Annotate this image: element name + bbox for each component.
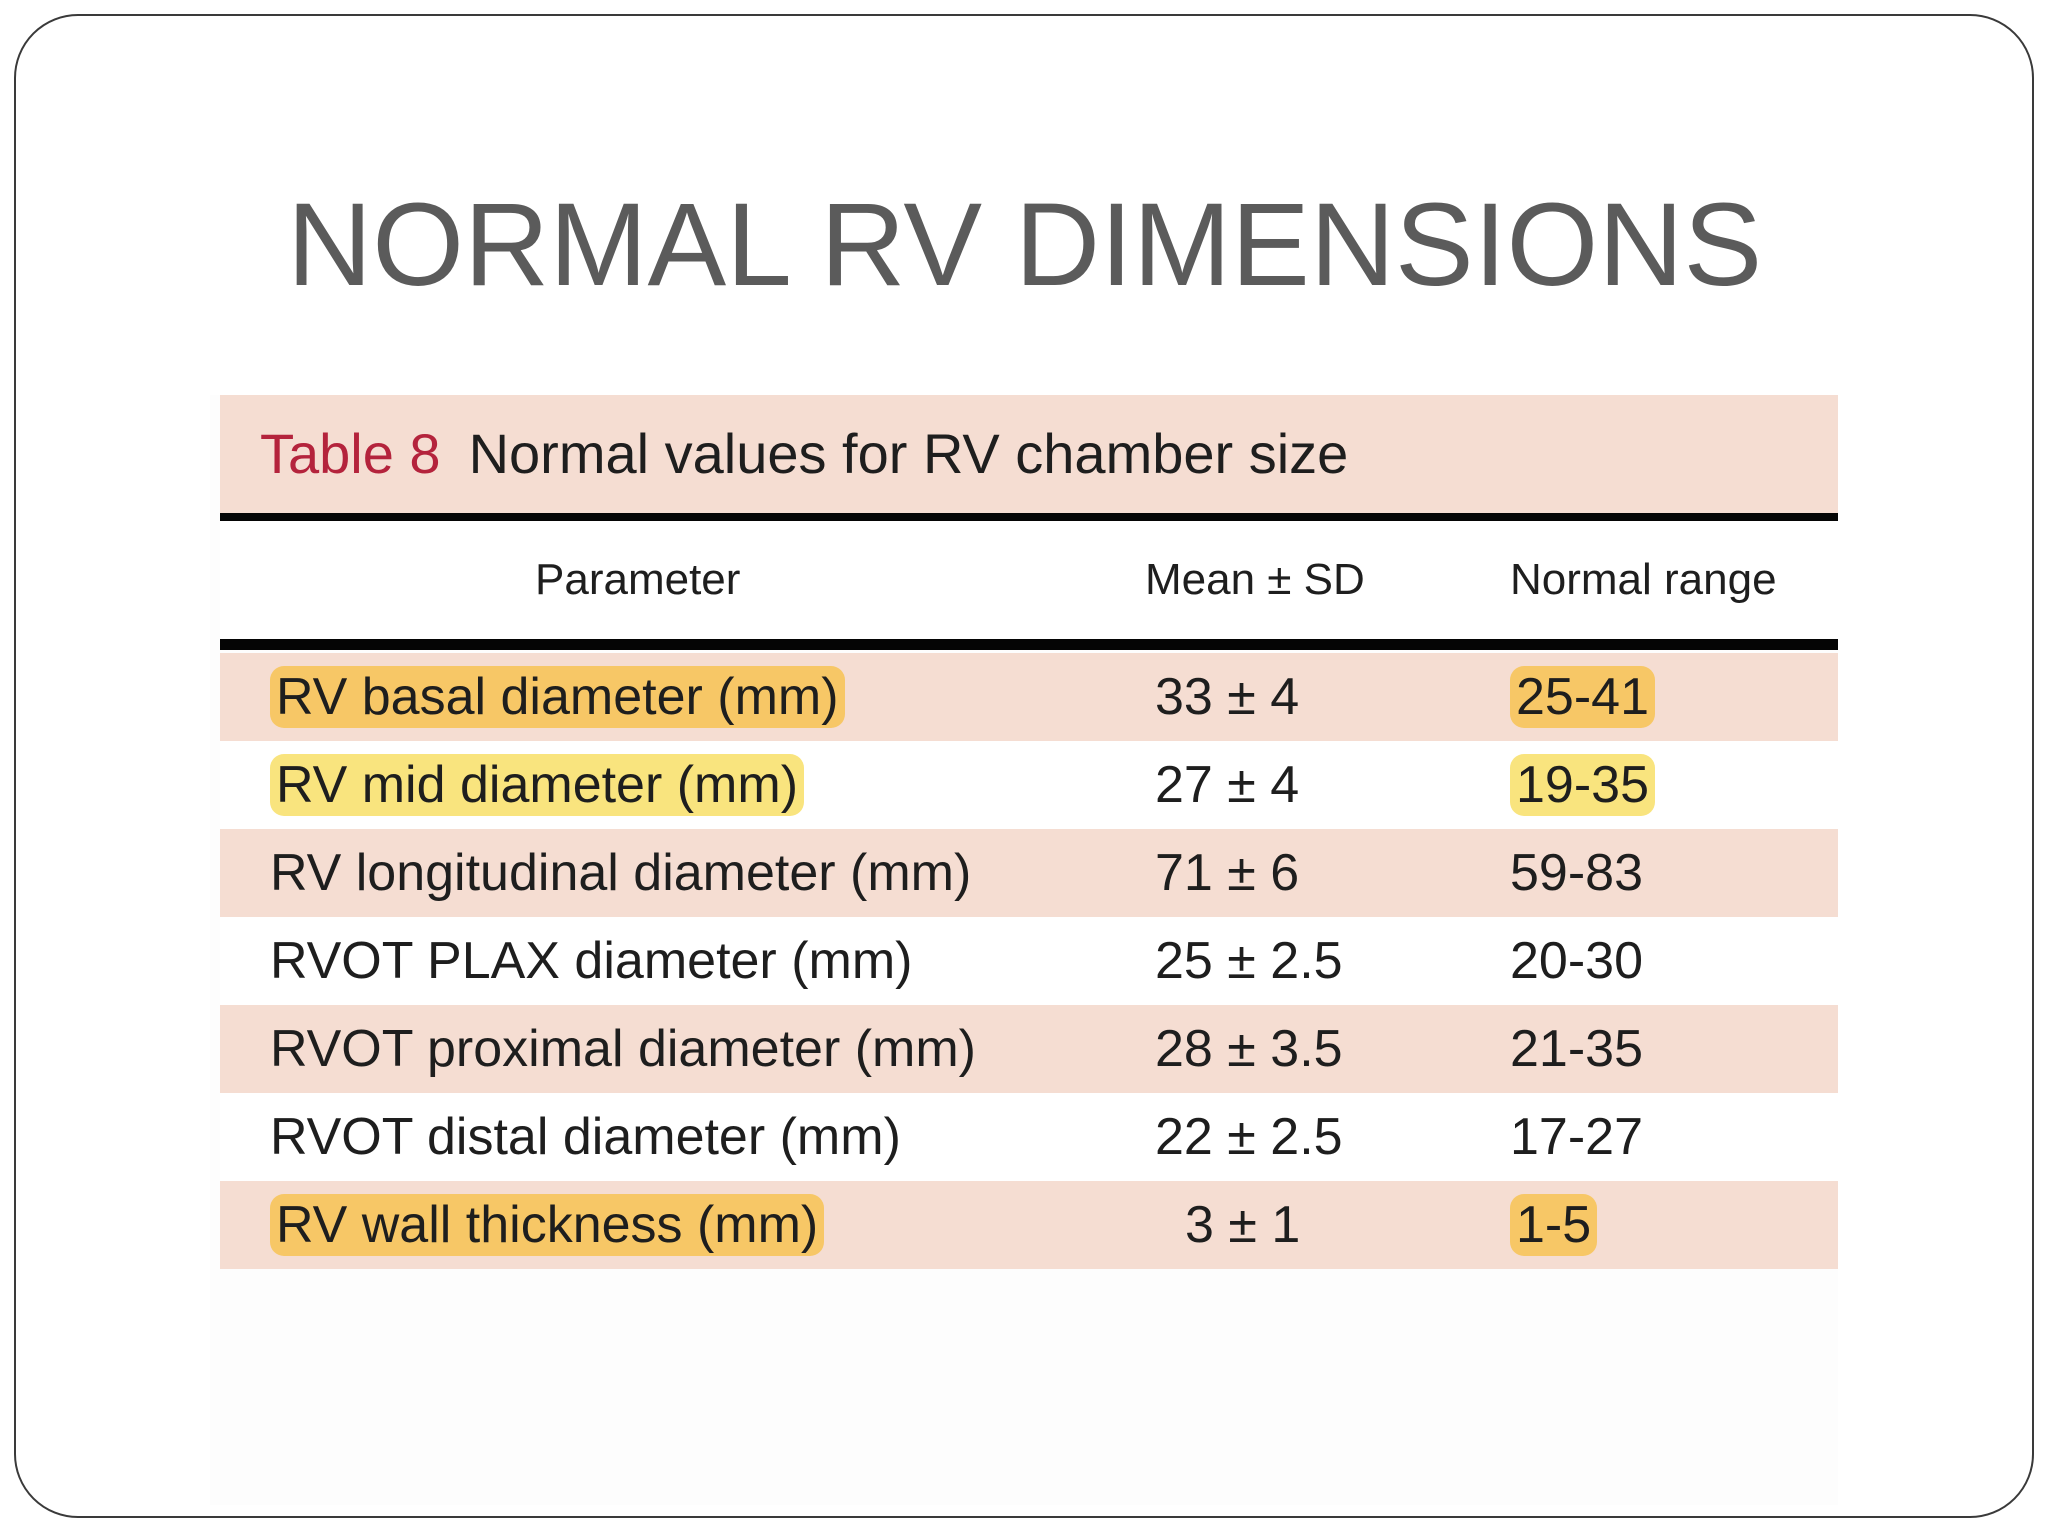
header-parameter: Parameter (535, 555, 741, 604)
row-range: 1-5 (1510, 1194, 1598, 1256)
header-mean-sd: Mean ± SD (1145, 555, 1365, 604)
row-parameter: RV wall thickness (mm) (270, 1194, 825, 1256)
table-row: RV basal diameter (mm) 33 ± 4 25-41 (220, 653, 1838, 741)
row-parameter: RV mid diameter (mm) (270, 754, 805, 816)
row-mean-sd: 3 ± 1 (1185, 1196, 1301, 1254)
header-normal-range: Normal range (1510, 555, 1777, 604)
table-caption-number: Table 8 (260, 422, 441, 485)
table-row: RVOT proximal diameter (mm) 28 ± 3.5 21-… (220, 1005, 1838, 1093)
row-mean-sd: 22 ± 2.5 (1155, 1108, 1343, 1166)
table-caption-text: Normal values for RV chamber size (468, 422, 1349, 485)
row-parameter: RVOT distal diameter (mm) (270, 1108, 901, 1166)
table-top-rule (220, 513, 1838, 521)
table-row: RV wall thickness (mm) 3 ± 1 1-5 (220, 1181, 1838, 1269)
row-range: 17-27 (1510, 1108, 1643, 1166)
row-range: 20-30 (1510, 932, 1643, 990)
row-range: 25-41 (1510, 666, 1655, 728)
table-header-rule (220, 639, 1838, 650)
table-caption: Table 8 Normal values for RV chamber size (220, 395, 1838, 513)
row-mean-sd: 25 ± 2.5 (1155, 932, 1343, 990)
row-range: 19-35 (1510, 754, 1655, 816)
table-row: RVOT distal diameter (mm) 22 ± 2.5 17-27 (220, 1093, 1838, 1181)
row-mean-sd: 28 ± 3.5 (1155, 1020, 1343, 1078)
row-mean-sd: 27 ± 4 (1155, 756, 1300, 814)
table-row: RV mid diameter (mm) 27 ± 4 19-35 (220, 741, 1838, 829)
row-parameter: RVOT proximal diameter (mm) (270, 1020, 976, 1078)
row-range: 21-35 (1510, 1020, 1643, 1078)
row-mean-sd: 71 ± 6 (1155, 844, 1300, 902)
table-row: RVOT PLAX diameter (mm) 25 ± 2.5 20-30 (220, 917, 1838, 1005)
table-row: RV longitudinal diameter (mm) 71 ± 6 59-… (220, 829, 1838, 917)
rv-dimensions-table: Table 8 Normal values for RV chamber size… (210, 395, 1838, 1505)
row-range: 59-83 (1510, 844, 1643, 902)
row-parameter: RV basal diameter (mm) (270, 666, 845, 728)
slide-title: NORMAL RV DIMENSIONS (287, 179, 1763, 311)
row-parameter: RV longitudinal diameter (mm) (270, 844, 972, 902)
row-mean-sd: 33 ± 4 (1155, 668, 1300, 726)
row-parameter: RVOT PLAX diameter (mm) (270, 932, 913, 990)
table-header-row: Parameter Mean ± SD Normal range (220, 521, 1838, 639)
